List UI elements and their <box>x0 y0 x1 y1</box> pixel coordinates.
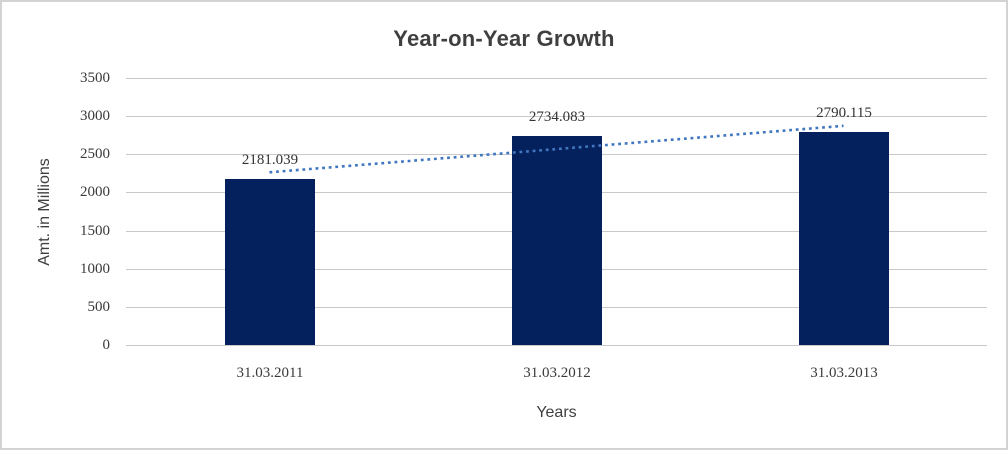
chart-title: Year-on-Year Growth <box>393 26 615 51</box>
x-tick-label: 31.03.2013 <box>810 365 878 381</box>
y-tick-label: 1000 <box>80 261 110 277</box>
x-tick-label: 31.03.2012 <box>523 365 591 381</box>
bar-data-label: 2734.083 <box>528 109 586 125</box>
gridline <box>126 78 987 79</box>
y-tick-label: 3500 <box>80 70 110 86</box>
bar <box>225 179 315 345</box>
bar <box>512 136 602 345</box>
bar <box>799 132 889 345</box>
y-tick-label: 500 <box>87 299 111 315</box>
gridline <box>126 116 987 117</box>
y-tick-label: 2500 <box>80 146 110 162</box>
y-tick-label: 2000 <box>80 184 110 200</box>
bar-data-label: 2181.039 <box>241 152 299 168</box>
x-axis-title: Years <box>536 404 577 421</box>
y-tick-label: 0 <box>102 337 111 353</box>
bar-data-label: 2790.115 <box>816 105 872 121</box>
y-tick-label: 3000 <box>80 108 110 124</box>
x-tick-label: 31.03.2011 <box>236 365 304 381</box>
y-tick-label: 1500 <box>80 223 110 239</box>
gridline <box>126 345 987 346</box>
